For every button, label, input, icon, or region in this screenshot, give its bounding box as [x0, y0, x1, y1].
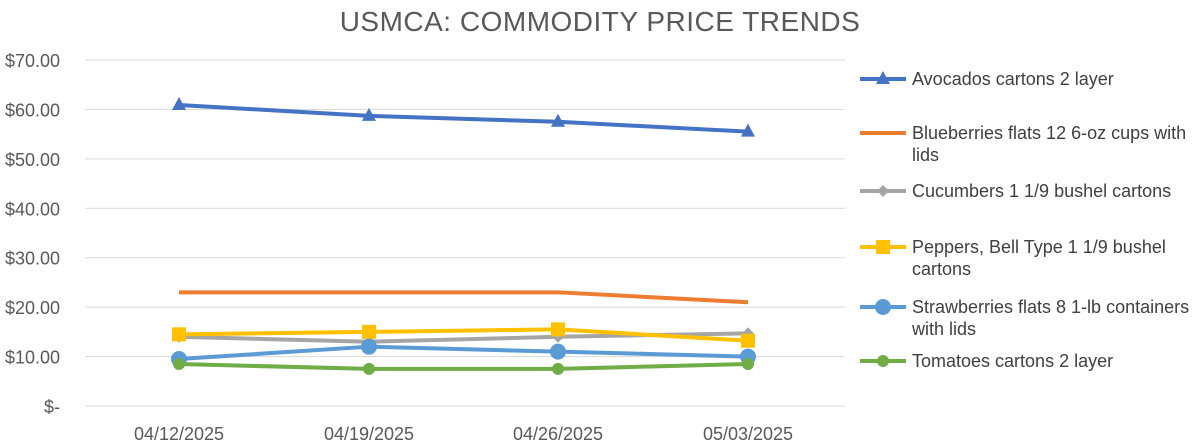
y-tick-label: $70.00 — [5, 51, 60, 71]
legend-item: Tomatoes cartons 2 layer — [858, 350, 1198, 372]
legend-label: Blueberries flats 12 6-oz cups with lids — [912, 123, 1187, 165]
series-line — [178, 344, 749, 362]
legend-label: Avocados cartons 2 layer — [912, 69, 1114, 89]
legend-swatch — [860, 299, 906, 315]
series-line — [179, 290, 749, 305]
data-point — [172, 96, 186, 110]
data-point — [552, 362, 564, 375]
data-point — [361, 338, 377, 355]
data-point — [173, 357, 185, 370]
y-tick-label: $- — [44, 397, 60, 417]
legend-label: Tomatoes cartons 2 layer — [912, 351, 1114, 371]
series-line — [178, 102, 749, 134]
x-tick-label: 04/12/2025 — [134, 424, 224, 444]
y-tick-label: $50.00 — [5, 150, 60, 170]
y-tick-label: $30.00 — [5, 249, 60, 269]
data-point — [551, 322, 565, 337]
legend-label: Strawberries flats 8 1-lb containers wit… — [912, 297, 1190, 339]
legend-swatch — [860, 185, 906, 197]
y-tick-label: $20.00 — [5, 298, 60, 318]
legend-swatch — [860, 71, 906, 84]
data-point — [362, 107, 376, 121]
data-point — [741, 333, 755, 348]
x-tick-label: 04/19/2025 — [324, 424, 414, 444]
legend-item: Strawberries flats 8 1-lb containers wit… — [858, 296, 1198, 340]
series-line — [178, 361, 749, 371]
legend-label: Cucumbers 1 1/9 bushel cartons — [912, 181, 1172, 201]
y-tick-label: $60.00 — [5, 100, 60, 120]
data-point — [741, 123, 755, 137]
legend-label: Peppers, Bell Type 1 1/9 bushel cartons — [912, 237, 1166, 279]
legend-item: Avocados cartons 2 layer — [858, 68, 1198, 90]
legend-swatch — [860, 240, 906, 254]
series-line — [178, 327, 749, 343]
legend-swatch — [860, 131, 906, 135]
data-point — [550, 343, 566, 360]
data-point — [363, 362, 375, 375]
data-point — [362, 324, 376, 339]
legend-swatch — [860, 355, 906, 367]
legend-item: Peppers, Bell Type 1 1/9 bushel cartons — [858, 236, 1198, 280]
legend-item: Cucumbers 1 1/9 bushel cartons — [858, 180, 1198, 202]
x-tick-label: 04/26/2025 — [513, 424, 603, 444]
data-point — [172, 327, 186, 342]
data-point — [742, 357, 754, 370]
y-tick-label: $40.00 — [5, 199, 60, 219]
y-tick-label: $10.00 — [5, 348, 60, 368]
legend-item: Blueberries flats 12 6-oz cups with lids — [858, 122, 1198, 166]
chart-title: USMCA: COMMODITY PRICE TRENDS — [339, 6, 861, 37]
data-point — [551, 113, 565, 127]
x-tick-label: 05/03/2025 — [703, 424, 793, 444]
